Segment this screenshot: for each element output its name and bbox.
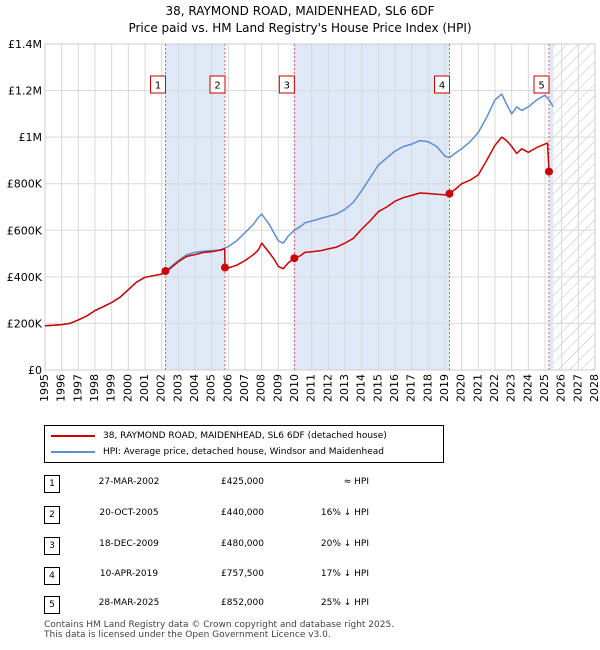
x-tick-label: 2005: [205, 374, 218, 402]
x-tick-label: 1996: [55, 374, 68, 402]
transaction-price: £852,000: [221, 598, 264, 608]
y-tick-label: £200K: [7, 317, 43, 330]
x-tick-label: 2010: [288, 374, 301, 402]
forecast-hatch-region: [553, 44, 595, 370]
legend-label-property: 38, RAYMOND ROAD, MAIDENHEAD, SL6 6DF (d…: [103, 431, 387, 441]
sale-label-box: [278, 75, 295, 94]
legend-swatch-property: [51, 435, 95, 437]
x-tick-label: 2001: [138, 374, 151, 402]
sale-label-box: [533, 75, 550, 94]
shaded-ownership-period: [294, 44, 450, 370]
x-tick-label: 2021: [471, 374, 484, 402]
transaction-date: 28-MAR-2025: [98, 598, 160, 608]
x-tick-label: 2025: [538, 374, 551, 402]
sale-label-box: [434, 75, 450, 94]
x-tick-label: 2024: [521, 374, 534, 402]
shaded-ownership-period: [549, 44, 554, 370]
transaction-hpi-compare: 20% ↓ HPI: [320, 539, 369, 549]
legend-swatch-hpi: [51, 451, 95, 453]
sale-point: [221, 263, 229, 272]
legend: 38, RAYMOND ROAD, MAIDENHEAD, SL6 6DF (d…: [44, 425, 444, 463]
sale-label-number: 3: [284, 81, 290, 92]
footer-line-2: This data is licensed under the Open Gov…: [44, 630, 331, 640]
x-tick-label: 2017: [405, 374, 418, 402]
x-tick-label: 2008: [255, 374, 268, 402]
x-tick-label: 2000: [121, 374, 134, 402]
y-tick-label: £1M: [19, 131, 43, 144]
x-tick-label: 2023: [505, 374, 518, 402]
x-tick-label: 2012: [321, 374, 334, 402]
x-tick-label: 1995: [38, 374, 51, 402]
x-tick-label: 2013: [338, 374, 351, 402]
transaction-number: 4: [44, 567, 60, 585]
x-tick-label: 2018: [421, 374, 434, 402]
sale-label-box: [150, 75, 166, 94]
chart-title: 38, RAYMOND ROAD, MAIDENHEAD, SL6 6DF: [165, 4, 435, 18]
x-tick-label: 2020: [455, 374, 468, 402]
y-tick-label: £1.2M: [8, 85, 42, 98]
sale-point: [161, 267, 170, 276]
footer-attribution: Contains HM Land Registry data © Crown c…: [44, 620, 394, 640]
x-tick-label: 2003: [171, 374, 184, 402]
x-tick-label: 2028: [588, 374, 600, 402]
transaction-price: £425,000: [221, 477, 264, 487]
transaction-hpi-compare: 16% ↓ HPI: [320, 508, 369, 518]
transaction-date: 20-OCT-2005: [99, 508, 159, 518]
transaction-date: 18-DEC-2009: [99, 539, 159, 549]
transaction-date: 10-APR-2019: [99, 569, 159, 579]
transaction-price: £757,500: [221, 569, 264, 579]
sale-label-number: 2: [214, 81, 220, 92]
transaction-number: 5: [44, 596, 60, 614]
x-tick-label: 2015: [371, 374, 384, 402]
x-tick-label: 2006: [221, 374, 234, 402]
transaction-hpi-compare: 25% ↓ HPI: [320, 598, 369, 608]
transaction-number: 3: [44, 537, 60, 555]
transaction-hpi-compare: ≈ HPI: [343, 477, 369, 487]
chart-subtitle: Price paid vs. HM Land Registry's House …: [128, 21, 472, 35]
x-tick-label: 1997: [71, 374, 84, 402]
y-tick-label: £1.4M: [8, 38, 42, 51]
x-tick-label: 2009: [271, 374, 284, 402]
x-tick-label: 2002: [155, 374, 168, 402]
x-tick-label: 2027: [571, 374, 584, 402]
x-tick-label: 2011: [305, 374, 318, 402]
transaction-hpi-compare: 17% ↓ HPI: [320, 569, 369, 579]
sale-point: [545, 167, 553, 176]
footer-line-1: Contains HM Land Registry data © Crown c…: [44, 620, 395, 630]
x-tick-label: 2026: [555, 374, 568, 402]
y-tick-label: £600K: [7, 224, 43, 237]
plot-border: [44, 43, 596, 371]
x-tick-label: 2004: [188, 374, 201, 402]
transaction-price: £480,000: [221, 539, 264, 549]
transaction-number: 2: [44, 506, 60, 524]
x-tick-label: 2019: [438, 374, 451, 402]
x-tick-label: 2016: [388, 374, 401, 402]
x-tick-label: 2014: [355, 374, 368, 402]
sale-point: [445, 189, 454, 198]
sale-label-number: 4: [439, 81, 445, 92]
x-tick-label: 2022: [488, 374, 501, 402]
y-tick-label: £400K: [7, 271, 43, 284]
sale-point: [290, 254, 299, 263]
sale-label-box: [209, 75, 226, 94]
chart-title-block: 38, RAYMOND ROAD, MAIDENHEAD, SL6 6DF Pr…: [0, 3, 600, 37]
price-chart: 1 2 3 4 5 £0 £200K £400K £600K £800K £1M £1.2M £1.4…: [7, 38, 600, 402]
transaction-number: 1: [44, 475, 60, 493]
legend-label-hpi: HPI: Average price, detached house, Wind…: [103, 447, 384, 457]
y-tick-label: £0: [28, 364, 42, 377]
x-tick-label: 1998: [88, 374, 101, 402]
sale-label-number: 5: [538, 81, 544, 92]
x-tick-label: 2007: [238, 374, 251, 402]
transaction-price: £440,000: [221, 508, 264, 518]
x-tick-label: 1999: [105, 374, 118, 402]
transaction-date: 27-MAR-2002: [98, 477, 160, 487]
y-tick-label: £800K: [7, 178, 43, 191]
sale-label-number: 1: [155, 81, 161, 92]
